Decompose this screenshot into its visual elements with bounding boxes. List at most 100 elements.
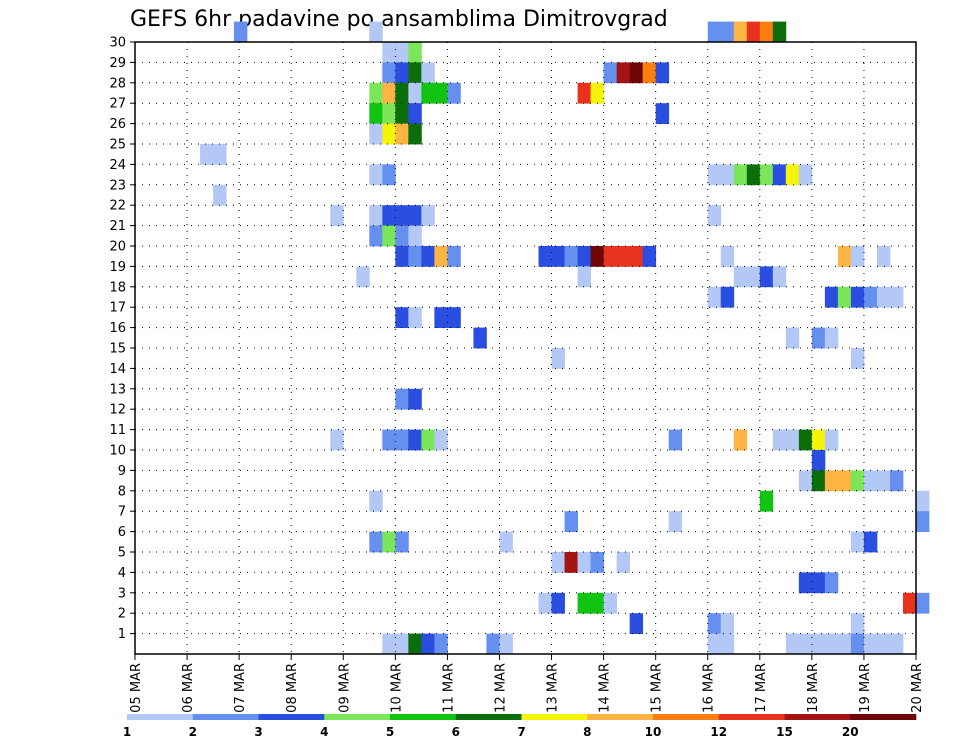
- heatmap-cell: [330, 429, 344, 451]
- heatmap-cell: [876, 246, 891, 267]
- legend-threshold-label: 8: [583, 725, 591, 739]
- legend-swatch: [718, 714, 785, 720]
- legend-threshold-label: 4: [320, 725, 328, 739]
- heatmap-cell: [408, 82, 422, 104]
- heatmap-cell: [902, 592, 917, 614]
- heatmap-cell: [551, 592, 565, 614]
- legend-swatch: [455, 714, 522, 720]
- heatmap-cell: [850, 470, 865, 492]
- heatmap-cell: [382, 531, 396, 553]
- heatmap-cell: [395, 246, 409, 267]
- y-tick-label: 19: [109, 260, 126, 275]
- heatmap-cell: [382, 633, 396, 655]
- heatmap-cell: [551, 348, 565, 369]
- heatmap-cell: [850, 348, 865, 369]
- heatmap-cell: [707, 205, 722, 226]
- heatmap-cell: [824, 429, 839, 451]
- heatmap-cell: [707, 633, 722, 655]
- heatmap-cell: [798, 429, 813, 451]
- heatmap-cell: [564, 246, 578, 267]
- heatmap-cell: [655, 62, 670, 84]
- heatmap-cell: [785, 429, 800, 451]
- heatmap-cell: [772, 164, 787, 186]
- heatmap-cell: [824, 327, 839, 349]
- x-tick-label: 17 MAR: [754, 663, 769, 713]
- heatmap-cell: [824, 470, 839, 492]
- heatmap-cell: [421, 246, 435, 267]
- heatmap-cell: [369, 205, 383, 226]
- axes: 1234567891011121314151617181920212223242…: [109, 36, 925, 713]
- y-tick-label: 7: [118, 505, 126, 520]
- heatmap-cell: [369, 21, 383, 43]
- heatmap-cell: [590, 246, 604, 267]
- heatmap-cell: [499, 633, 513, 655]
- x-tick-label: 10 MAR: [389, 663, 404, 713]
- heatmap-cell: [837, 286, 852, 308]
- heatmap-cell: [798, 470, 813, 492]
- heatmap-cell: [369, 164, 383, 186]
- heatmap-cell: [408, 62, 422, 84]
- legend-threshold-label: 2: [189, 725, 197, 739]
- heatmap-cell: [733, 164, 748, 186]
- heatmap-cell: [772, 429, 787, 451]
- heatmap-cell: [551, 246, 565, 267]
- heatmap-cell: [811, 633, 826, 655]
- heatmap-cell: [408, 246, 422, 267]
- heatmap-cell: [616, 246, 631, 267]
- heatmap-cell: [811, 450, 826, 471]
- heatmap-cell: [395, 225, 409, 247]
- heatmap-cell: [603, 592, 618, 614]
- legend-threshold-label: 3: [254, 725, 262, 739]
- heatmap-cell: [616, 62, 631, 84]
- legend-swatch: [324, 714, 391, 720]
- heatmap-cell: [837, 470, 852, 492]
- heatmap-cell: [824, 286, 839, 308]
- y-tick-label: 9: [118, 464, 126, 479]
- heatmap-cell: [408, 429, 422, 451]
- heatmap-cell: [707, 613, 722, 634]
- heatmap-cell: [369, 225, 383, 247]
- heatmap-cell: [408, 633, 422, 655]
- heatmap-cell: [850, 613, 865, 634]
- heatmap-cell: [369, 490, 383, 512]
- legend-threshold-label: 20: [842, 725, 859, 739]
- heatmap-cell: [850, 286, 865, 308]
- heatmap-cell: [447, 82, 461, 104]
- heatmap-cell: [408, 123, 422, 145]
- y-tick-label: 20: [109, 240, 126, 255]
- heatmap-cell: [629, 62, 644, 84]
- heatmap-cell: [434, 82, 448, 104]
- heatmap-cell: [850, 246, 865, 267]
- y-tick-label: 8: [118, 484, 126, 499]
- y-tick-label: 6: [118, 525, 126, 540]
- y-tick-label: 3: [118, 586, 126, 601]
- heatmap-cell: [759, 266, 774, 288]
- heatmap-cell: [837, 633, 852, 655]
- legend-swatch: [784, 714, 851, 720]
- chart-title: GEFS 6hr padavine po ansamblima Dimitrov…: [130, 7, 668, 32]
- heatmap-cell: [213, 184, 227, 206]
- heatmap-cell: [707, 164, 722, 186]
- legend-threshold-label: 5: [386, 725, 394, 739]
- heatmap-cell: [850, 531, 865, 553]
- y-tick-label: 25: [109, 138, 126, 153]
- heatmap-cell: [707, 286, 722, 308]
- x-tick-label: 13 MAR: [546, 663, 561, 713]
- heatmap-cell: [707, 21, 722, 43]
- x-tick-label: 14 MAR: [598, 663, 613, 713]
- heatmap-cell: [629, 246, 644, 267]
- heatmap-cell: [382, 62, 396, 84]
- heatmap-cell: [850, 633, 865, 655]
- heatmap-cell: [382, 42, 396, 63]
- x-tick-label: 07 MAR: [233, 663, 248, 713]
- heatmap-cell: [759, 490, 774, 512]
- heatmap-cell: [395, 205, 409, 226]
- heatmap-cell: [200, 144, 214, 165]
- y-tick-label: 22: [109, 199, 126, 214]
- heatmap-cell: [447, 246, 461, 267]
- heatmap-cell: [733, 429, 748, 451]
- heatmap-cell: [421, 633, 435, 655]
- heatmap-cell: [421, 429, 435, 451]
- y-tick-label: 11: [109, 423, 126, 438]
- heatmap-cell: [395, 82, 409, 104]
